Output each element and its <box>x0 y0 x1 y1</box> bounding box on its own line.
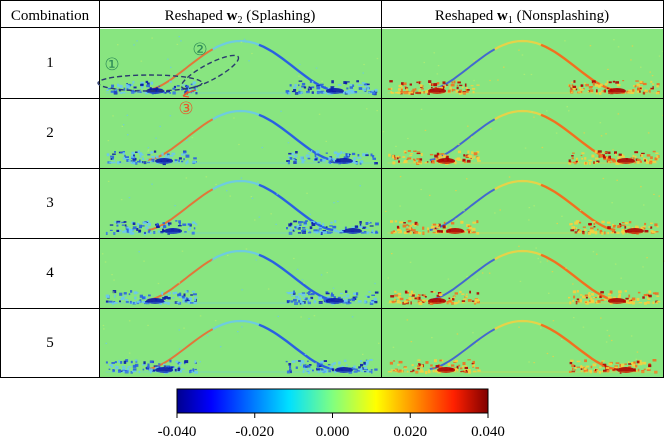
colorbar-tick-label: 0.040 <box>471 424 505 440</box>
nonsplashing-heatmap-5 <box>382 309 663 377</box>
heatmap-panels <box>100 29 665 377</box>
row-label-2: 2 <box>46 125 54 141</box>
row-label-1: 1 <box>46 55 54 71</box>
colorbar-tick-label: 0.020 <box>393 424 427 440</box>
splashing-heatmap-5 <box>100 309 381 377</box>
row-labels: 1 2 3 4 5 <box>46 55 54 351</box>
splashing-heatmap-4 <box>100 239 381 308</box>
colorbar: -0.040 -0.020 0.000 0.020 0.040 <box>158 388 505 440</box>
splashing-heatmap-1 <box>100 29 381 98</box>
colorbar-gradient <box>176 388 489 414</box>
region-1-ellipse <box>97 74 203 92</box>
marker-3: ③ <box>178 99 193 118</box>
colorbar-tick-label: -0.040 <box>158 424 197 440</box>
colorbar-tick-label: 0.000 <box>316 424 350 440</box>
header-combination: Combination <box>11 8 90 24</box>
splashing-heatmap-3 <box>100 169 381 238</box>
table-grid <box>0 0 664 378</box>
row-label-4: 4 <box>46 265 54 281</box>
region-2-ellipse <box>180 54 240 90</box>
marker-2: ② <box>192 40 207 59</box>
annotations: ① ② ③ <box>97 40 240 118</box>
nonsplashing-heatmap-1 <box>382 29 664 98</box>
nonsplashing-heatmap-2 <box>382 99 664 168</box>
row-dividers <box>0 98 664 309</box>
colorbar-ticks: -0.040 -0.020 0.000 0.020 0.040 <box>158 413 505 440</box>
header-nonsplashing: Reshaped w1 (Nonsplashing) <box>435 8 609 26</box>
row-label-3: 3 <box>46 195 54 211</box>
colorbar-tick-label: -0.020 <box>235 424 274 440</box>
splashing-heatmap-2 <box>100 99 381 168</box>
row-label-5: 5 <box>46 335 54 351</box>
nonsplashing-heatmap-3 <box>382 169 663 238</box>
region-3-arrow <box>182 89 197 98</box>
header-splashing: Reshaped w2 (Splashing) <box>165 8 316 26</box>
nonsplashing-heatmap-4 <box>382 239 665 308</box>
marker-1: ① <box>104 55 119 74</box>
